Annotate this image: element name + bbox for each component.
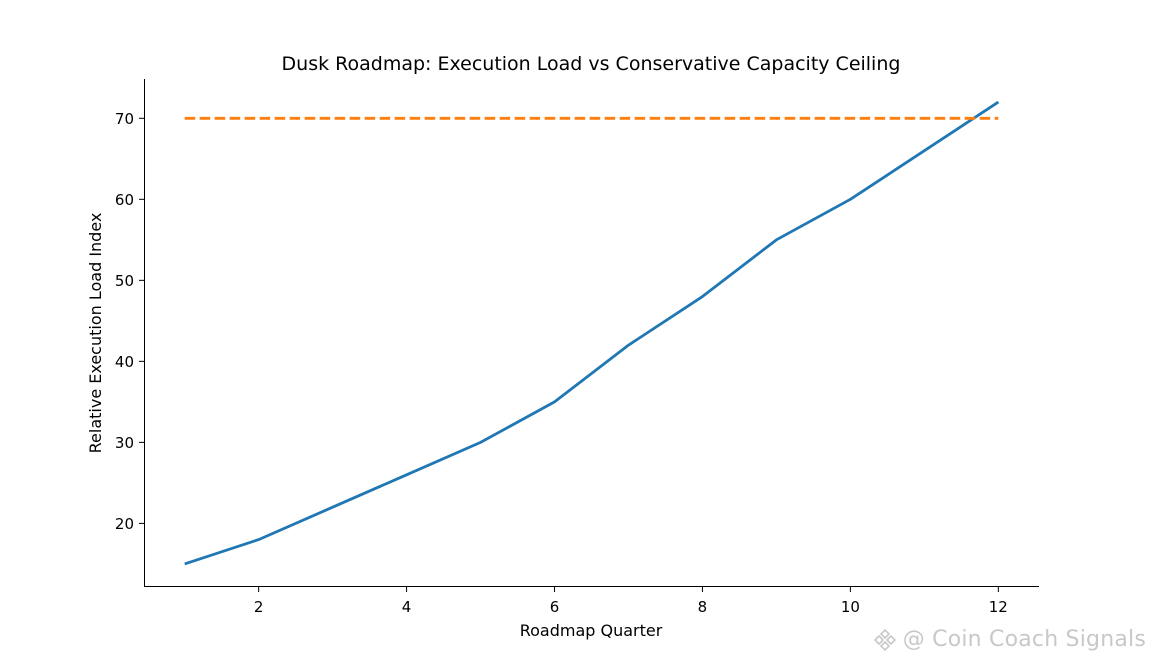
plot-area <box>184 100 1000 566</box>
chart-title: Dusk Roadmap: Execution Load vs Conserva… <box>282 53 901 75</box>
y-tick-label: 60 <box>115 191 134 209</box>
binance-logo-icon <box>873 628 896 651</box>
series-line-0 <box>184 100 1000 566</box>
x-axis-ticks: 2 4 6 8 10 12 <box>254 587 1008 616</box>
x-tick-label: 6 <box>550 598 560 616</box>
x-tick-label: 8 <box>698 598 708 616</box>
watermark-text: @ Coin Coach Signals <box>902 627 1146 652</box>
watermark: @ Coin Coach Signals <box>873 627 1146 652</box>
x-tick-label: 12 <box>989 598 1008 616</box>
y-axis-label: Relative Execution Load Index <box>86 213 105 454</box>
x-axis-label: Roadmap Quarter <box>520 621 663 640</box>
x-tick-label: 10 <box>841 598 860 616</box>
y-axis-ticks: 20 30 40 50 60 70 <box>115 110 144 533</box>
x-tick-label: 4 <box>402 598 412 616</box>
y-tick-label: 70 <box>115 110 134 128</box>
x-tick-label: 2 <box>254 598 264 616</box>
y-tick-label: 20 <box>115 515 134 533</box>
y-tick-label: 50 <box>115 272 134 290</box>
y-tick-label: 40 <box>115 353 134 371</box>
y-tick-label: 30 <box>115 434 134 452</box>
